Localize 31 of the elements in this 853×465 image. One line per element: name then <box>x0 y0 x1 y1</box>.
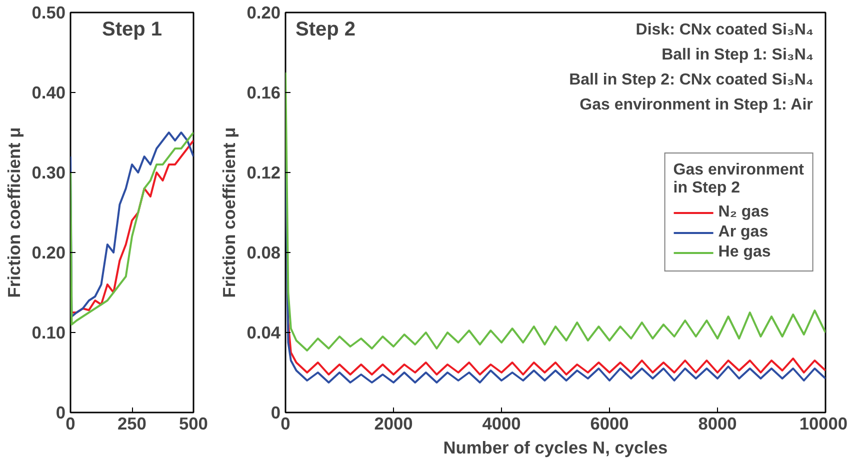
legend-label: Ar gas <box>718 224 768 242</box>
y-tick-label: 0.20 <box>246 2 281 22</box>
line-series <box>286 72 826 352</box>
y-tick-label: 0.30 <box>32 162 66 182</box>
annotation: Ball in Step 2: CNx coated Si₃N₄ <box>569 72 814 88</box>
x-tick-label: 6000 <box>590 414 629 434</box>
legend-title: Gas environment in Step 2 <box>673 162 804 198</box>
y-tick-label: 0.20 <box>32 242 66 262</box>
legend-label: N₂ gas <box>718 204 769 222</box>
x-tick-label: 4000 <box>482 414 521 434</box>
y-tick-label: 0.40 <box>32 82 66 102</box>
annotation: Disk: CNx coated Si₃N₄ <box>636 22 814 38</box>
legend-label: He gas <box>718 244 771 262</box>
y-tick-label: 0.08 <box>246 242 281 262</box>
y-axis-title: Friction coefficient μ <box>4 127 24 298</box>
x-tick-label: 2000 <box>374 414 413 434</box>
chart-title: Step 1 <box>102 18 162 40</box>
y-tick-label: 0.10 <box>32 322 66 342</box>
y-tick-label: 0.12 <box>246 162 281 182</box>
y-axis-title: Friction coefficient μ <box>218 127 239 298</box>
x-tick-label: 250 <box>118 414 146 434</box>
annotation: Ball in Step 1: Si₃N₄ <box>662 46 814 64</box>
y-tick-label: 0.04 <box>246 322 281 342</box>
chart-title: Step 2 <box>296 18 356 40</box>
x-tick-label: 8000 <box>698 414 737 434</box>
x-axis-title: Number of cycles N, cycles <box>443 438 668 458</box>
x-tick-label: 10000 <box>799 414 848 434</box>
annotation: Gas environment in Step 1: Air <box>580 96 813 114</box>
x-tick-label: 500 <box>179 414 208 434</box>
y-tick-label: 0.16 <box>246 82 281 102</box>
y-tick-label: 0.50 <box>32 2 66 22</box>
